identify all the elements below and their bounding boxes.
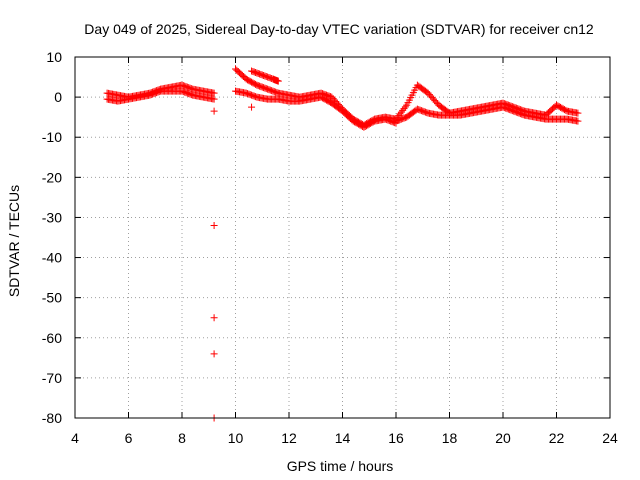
chart-title: Day 049 of 2025, Sidereal Day-to-day VTE… [84,21,594,37]
y-axis-label: SDTVAR / TECUs [6,185,22,297]
y-tick-label: -60 [42,330,62,346]
data-point [400,105,408,113]
y-tick-label: -70 [42,370,62,386]
x-tick-label: 6 [125,430,133,446]
y-tick-label: 0 [54,89,62,105]
data-point [210,95,218,103]
x-tick-label: 14 [335,430,351,446]
x-tick-label: 12 [281,430,297,446]
x-tick-label: 4 [71,430,79,446]
axes [74,56,611,419]
x-tick-label: 22 [549,430,565,446]
x-tick-label: 16 [388,430,404,446]
x-tick-label: 18 [442,430,458,446]
x-axis-label: GPS time / hours [287,458,394,474]
data-point [248,103,256,111]
data-point [574,109,582,117]
data-point [274,77,282,85]
data-point [399,106,407,114]
data-point [397,108,405,116]
x-tick-label: 10 [228,430,244,446]
x-tick-label: 20 [495,430,511,446]
data-point [210,314,218,322]
y-tick-label: -10 [42,129,62,145]
x-tick-labels: 4 6 8 10 12 14 16 18 20 22 24 [71,430,618,446]
data-point [210,89,218,97]
y-tick-label: -50 [42,290,62,306]
data-points [103,65,582,422]
y-tick-label: 10 [46,49,62,65]
y-tick-label: -40 [42,250,62,266]
data-point [210,221,218,229]
y-tick-label: -80 [42,410,62,426]
data-point [210,107,218,115]
x-tick-label: 8 [178,430,186,446]
x-tick-label: 24 [602,430,618,446]
y-tick-labels: 10 0 -10 -20 -30 -40 -50 -60 -70 -80 [42,49,62,426]
y-tick-label: -20 [42,169,62,185]
data-point [574,117,582,125]
y-tick-label: -30 [42,209,62,225]
data-point [210,350,218,358]
data-point [401,103,409,111]
